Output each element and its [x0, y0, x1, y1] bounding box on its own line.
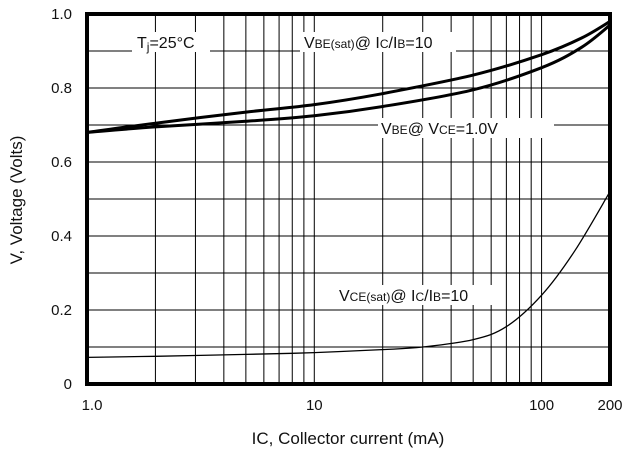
plot-frame — [85, 12, 612, 386]
x-tick-label: 200 — [597, 397, 622, 414]
y-tick-label: 0.4 — [51, 228, 72, 245]
annotation-vce-sat: VCE(sat)@ IC/IB=10 — [336, 285, 504, 305]
annotation-vbe-sat-bg — [300, 32, 456, 52]
grid-lines — [86, 14, 611, 384]
y-axis-title: V, Voltage (Volts) — [7, 136, 26, 265]
y-tick-label: 0 — [64, 376, 72, 393]
annotation-tj: Tj=25°C — [132, 32, 210, 54]
x-tick-label: 100 — [529, 397, 554, 414]
annotation-tj-bg — [132, 32, 210, 52]
annotation-vbe-sat-text: VBE(sat)@ IC/IB=10 — [304, 35, 433, 52]
x-tick-label: 1.0 — [82, 397, 103, 414]
series-line-vbe — [85, 23, 612, 134]
y-tick-label: 1.0 — [51, 6, 72, 23]
tick-labels: 0 0.2 0.4 0.6 0.8 1.0 1.0 10 100 200 — [51, 6, 622, 414]
annotation-vbe: VBE@ VCE=1.0V — [378, 118, 554, 138]
annotation-vbe-sat: VBE(sat)@ IC/IB=10 — [300, 32, 456, 52]
annotation-vbe-bg — [378, 118, 554, 138]
y-tick-label: 0.8 — [51, 80, 72, 97]
y-tick-label: 0.2 — [51, 302, 72, 319]
series-line-vbe_sat — [85, 19, 612, 134]
annotation-vce-sat-text: VCE(sat)@ IC/IB=10 — [339, 288, 468, 305]
x-tick-label: 10 — [306, 397, 323, 414]
annotation-vce-sat-bg — [336, 285, 504, 305]
annotation-vbe-text: VBE@ VCE=1.0V — [381, 121, 498, 138]
series-lines — [85, 19, 612, 359]
annotation-tj-text: Tj=25°C — [137, 35, 195, 54]
x-axis-title: IC, Collector current (mA) — [252, 429, 445, 448]
y-tick-label: 0.6 — [51, 154, 72, 171]
series-line-vce_sat — [86, 190, 611, 359]
